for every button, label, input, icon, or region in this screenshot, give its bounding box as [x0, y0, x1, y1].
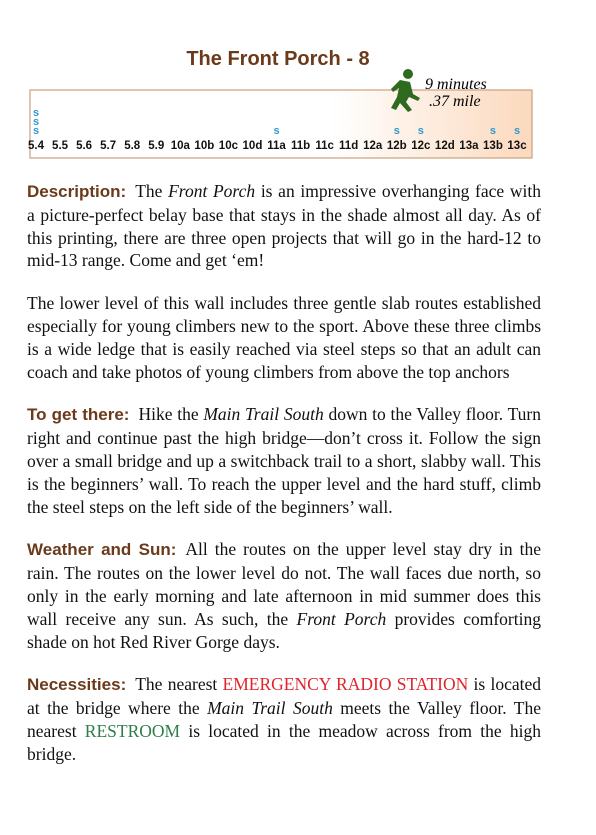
- text-segment: Main Trail South: [203, 404, 324, 425]
- text-segment: is located at the bridge where the: [27, 674, 542, 719]
- paragraph-heading: Weather and Sun:: [27, 540, 177, 560]
- grade-label: 5.4: [28, 140, 45, 152]
- grade-label: 10a: [171, 140, 191, 152]
- route-marker: s: [514, 125, 520, 137]
- walk-time: 9 minutes: [425, 76, 487, 93]
- grade-label: 12d: [435, 140, 455, 152]
- grade-label: 13c: [507, 140, 527, 152]
- text-segment: Main Trail South: [207, 698, 333, 719]
- text-segment: The: [135, 181, 169, 201]
- text-segment: meets the Valley floor. The nearest: [27, 698, 541, 741]
- hiker-icon: [391, 69, 420, 112]
- paragraph: Weather and Sun: All the routes on the up…: [27, 538, 541, 653]
- grade-label: 11d: [339, 140, 358, 152]
- paragraph-heading: Necessities:: [27, 675, 127, 695]
- body-text: Description: The Front Porch is an impres…: [27, 180, 541, 786]
- paragraph: The lower level of this wall includes th…: [27, 292, 541, 383]
- route-marker: s: [33, 116, 39, 128]
- grade-label: 10d: [243, 140, 263, 152]
- paragraph-heading: Description:: [27, 182, 127, 201]
- grade-label: 11b: [291, 140, 310, 152]
- text-segment: is an impressive overhanging face with a…: [27, 181, 541, 271]
- paragraph: Necessities: The nearest EMERGENCY RADIO …: [27, 673, 541, 765]
- paragraph: To get there: Hike the Main Trail South d…: [27, 403, 541, 518]
- grade-label: 5.7: [100, 140, 116, 152]
- paragraph-heading: To get there:: [27, 405, 130, 425]
- text-segment: The lower level of this wall includes th…: [27, 293, 541, 382]
- chart-box: [29, 89, 533, 159]
- route-marker: s: [394, 125, 400, 137]
- grade-label: 11c: [315, 140, 334, 152]
- grade-label: 5.5: [52, 140, 69, 152]
- grade-label: 13a: [459, 140, 479, 152]
- grade-label: 11a: [267, 140, 286, 152]
- route-marker: s: [490, 125, 496, 137]
- text-segment: The nearest: [135, 674, 223, 695]
- grade-label: 5.9: [148, 140, 164, 152]
- grade-label: 12c: [411, 140, 431, 152]
- grade-label: 10b: [194, 140, 214, 152]
- walk-distance: .37 mile: [429, 93, 481, 110]
- text-segment: Front Porch: [296, 608, 387, 629]
- page-title: The Front Porch - 8: [186, 48, 370, 70]
- route-marker: s: [33, 125, 39, 137]
- text-segment: is located in the meadow across from the…: [27, 720, 541, 764]
- grade-label: 12a: [363, 140, 383, 152]
- text-segment: EMERGENCY RADIO STATION: [222, 674, 469, 695]
- text-segment: All the routes on the upper level stay d…: [27, 539, 541, 629]
- grade-label: 10c: [219, 140, 239, 152]
- route-marker: s: [33, 107, 39, 119]
- text-segment: down to the Valley floor. Turn right and…: [27, 404, 541, 517]
- grade-label: 5.8: [124, 140, 141, 152]
- route-marker: s: [273, 125, 279, 137]
- text-segment: Front Porch: [168, 181, 256, 201]
- grade-label: 13b: [483, 140, 503, 152]
- text-segment: provides comforting shade on hot Red Riv…: [27, 608, 541, 652]
- paragraph: Description: The Front Porch is an impres…: [27, 180, 541, 272]
- grade-label: 12b: [387, 140, 407, 152]
- text-segment: Hike the: [138, 404, 204, 425]
- grade-label: 5.6: [76, 140, 92, 152]
- route-marker: s: [418, 125, 424, 137]
- text-segment: RESTROOM: [84, 720, 181, 741]
